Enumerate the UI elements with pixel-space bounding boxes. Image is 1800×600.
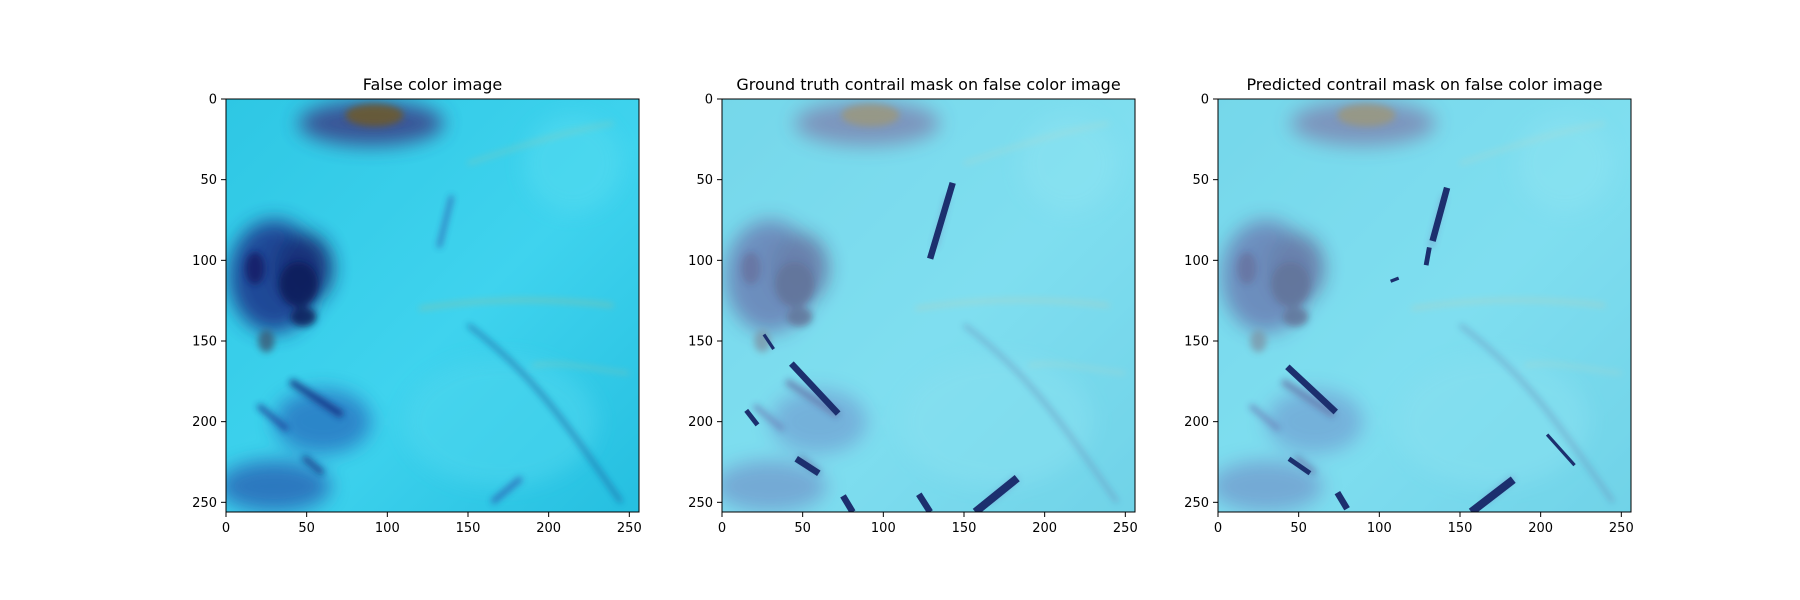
x-tick-label: 50 [1290,521,1307,536]
y-tick-label: 250 [192,496,217,511]
satellite-image [218,99,639,512]
x-tick-label: 150 [456,521,481,536]
x-tick-label: 200 [1032,521,1057,536]
contrail-mask-segment [927,181,956,260]
contrail-mask-segment [1390,276,1400,283]
y-tick-label: 100 [1184,254,1209,269]
x-tick-label: 200 [1528,521,1553,536]
contrail-mask-segment [1468,476,1516,512]
y-tick-label: 150 [1184,334,1209,349]
x-tick-label: 0 [1214,521,1222,536]
y-tick-label: 250 [688,496,713,511]
contrail-mask-segment [1285,364,1338,415]
y-tick-label: 0 [209,93,217,108]
panel-1: False color image 0 50 100 150 200 250 0 50 100 15… [192,75,642,536]
mask-tint [1218,99,1631,512]
y-tick-label: 50 [200,173,217,188]
mask-tint [722,99,1135,512]
x-tick-label: 150 [952,521,977,536]
contrail-mask-segment [1287,456,1312,476]
panel-2: Ground truth contrail mask on false colo… [688,75,1138,536]
x-tick-label: 100 [1367,521,1392,536]
contrail-mask-segment [972,474,1020,512]
y-tick-label: 200 [688,415,713,430]
x-tick-label: 50 [298,521,315,536]
contrail-mask-segment [1423,246,1432,266]
axes-frame [1217,98,1632,513]
axes-frame [225,98,640,513]
y-tick-label: 200 [192,415,217,430]
satellite-image [722,99,1135,512]
x-tick-label: 0 [718,521,726,536]
x-tick-label: 0 [222,521,230,536]
plot-title: Ground truth contrail mask on false colo… [736,75,1120,94]
x-tick-label: 250 [617,521,642,536]
x-tick-label: 250 [1609,521,1634,536]
y-tick-label: 100 [192,254,217,269]
contrail-mask-segment [1545,433,1576,467]
y-tick-label: 50 [696,173,713,188]
x-tick-label: 50 [794,521,811,536]
y-tick-label: 150 [688,334,713,349]
y-tick-label: 50 [1192,173,1209,188]
x-tick-label: 250 [1113,521,1138,536]
y-tick-label: 0 [1201,93,1209,108]
contrail-mask-segment [916,492,933,512]
contrail-mask-segment [840,494,856,512]
y-tick-label: 100 [688,254,713,269]
y-tick-label: 250 [1184,496,1209,511]
y-tick-label: 150 [192,334,217,349]
satellite-image [1218,99,1631,512]
contrail-mask-segment [794,456,821,476]
contrail-mask-segment [744,408,760,427]
x-tick-label: 100 [871,521,896,536]
contrail-mask-segment [1429,186,1451,242]
panel-3: Predicted contrail mask on false color i… [1184,75,1634,536]
x-tick-label: 150 [1448,521,1473,536]
contrail-mask-segment [789,361,841,416]
axes-frame [721,98,1136,513]
y-tick-label: 0 [705,93,713,108]
contrail-mask-segment [762,333,775,350]
x-tick-label: 100 [375,521,400,536]
x-tick-label: 200 [536,521,561,536]
plot-title: Predicted contrail mask on false color i… [1246,75,1602,94]
y-tick-label: 200 [1184,415,1209,430]
plot-title: False color image [363,75,503,94]
contrail-mask-segment [1334,490,1350,511]
